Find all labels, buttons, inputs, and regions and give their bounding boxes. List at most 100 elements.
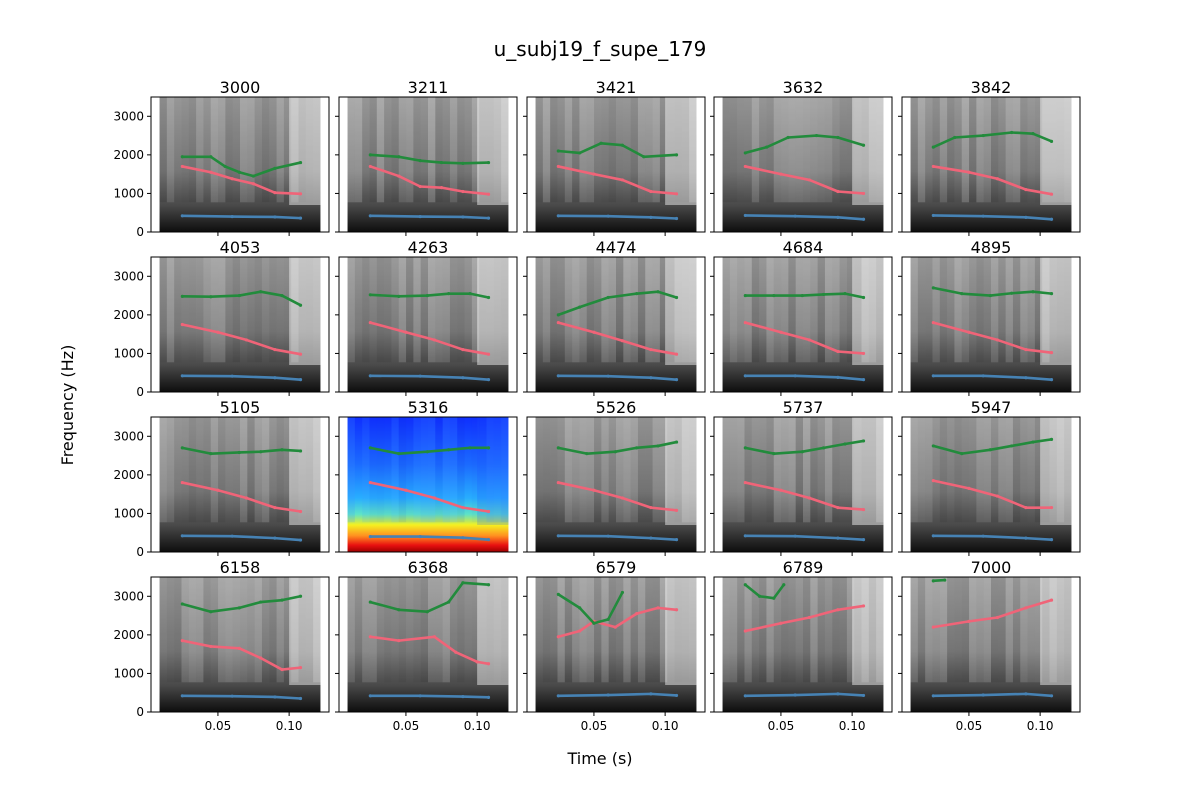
f2-point	[931, 320, 935, 325]
y-tick-label: 0	[136, 545, 144, 559]
f2-point	[635, 612, 639, 616]
f1-point	[180, 534, 184, 538]
f1-point	[981, 534, 985, 538]
f3-track	[932, 131, 1053, 149]
f3-point	[620, 590, 625, 595]
f3-point	[259, 290, 263, 294]
spectrogram-column	[413, 417, 421, 523]
spectrogram-column	[369, 97, 377, 203]
spectrogram-column	[181, 97, 189, 203]
spectrogram-column	[247, 577, 255, 683]
panel-frame	[150, 416, 330, 553]
x-tick-label: 0.05	[393, 719, 420, 733]
spectrogram-column	[932, 577, 940, 683]
spectrogram-column	[1049, 97, 1057, 203]
spectrogram-column	[1034, 417, 1043, 523]
y-tick-label: 3000	[113, 269, 144, 283]
panel-4895: 4895	[898, 238, 1081, 396]
y-tick-label: 1000	[113, 666, 144, 680]
spectrogram-column	[861, 577, 869, 683]
spectrogram-column	[1013, 577, 1020, 682]
f3-point	[237, 450, 241, 455]
f3-point	[280, 293, 284, 298]
spectrogram-column	[586, 97, 595, 203]
f3-point	[772, 452, 776, 456]
spectrogram-column	[398, 257, 407, 363]
spectrogram-column	[737, 577, 744, 682]
f3-point	[635, 446, 639, 450]
f2-point	[931, 164, 935, 169]
f1-point	[861, 538, 866, 542]
f2-point	[967, 619, 971, 623]
spectrogram-column	[652, 257, 660, 363]
f1-point	[674, 693, 679, 698]
panel-5947: 5947	[898, 398, 1081, 556]
spectrogram-column	[1005, 257, 1013, 363]
spectrogram-band	[1040, 257, 1072, 365]
spectrogram-column	[623, 417, 631, 523]
f1-point	[230, 534, 234, 538]
spectrogram-column	[1020, 97, 1028, 203]
spectrogram-column	[188, 417, 197, 523]
spectrogram-column	[398, 417, 407, 523]
spectrogram-column	[868, 257, 877, 363]
spectrogram-column	[232, 97, 240, 203]
spectrogram-column	[868, 577, 877, 683]
f2-point	[556, 320, 560, 325]
x-tick-label: 0.05	[581, 719, 608, 733]
panel-frame	[526, 576, 706, 713]
spectrogram-column	[637, 577, 646, 683]
f1-point	[368, 534, 372, 539]
spectrogram-column	[376, 257, 385, 363]
f2-point	[454, 650, 458, 654]
f1-point	[298, 538, 303, 542]
f3-track	[181, 594, 302, 614]
spectrogram-column	[465, 417, 472, 522]
f1-track	[181, 214, 302, 220]
f3-point	[298, 303, 303, 307]
f3-track	[369, 153, 490, 165]
spectrogram-column	[189, 257, 196, 362]
f1-point	[861, 378, 866, 382]
f3-point	[1010, 291, 1014, 295]
spectrogram-column	[550, 417, 558, 523]
spectrogram-column	[557, 257, 565, 363]
spectrogram-column	[435, 97, 443, 203]
spectrogram-column	[240, 257, 247, 362]
spectrogram-column	[254, 577, 262, 683]
spectrogram-column	[722, 417, 730, 523]
f2-point	[397, 639, 401, 643]
f3-point	[461, 161, 465, 165]
y-tick-label: 2000	[113, 308, 144, 322]
spectrogram-column	[788, 417, 796, 523]
spectrogram-column	[630, 417, 638, 523]
f2-point	[368, 320, 372, 325]
f3-point	[613, 450, 617, 454]
spectrogram-column	[976, 577, 984, 683]
f3-point	[180, 155, 184, 159]
spectrogram-band	[289, 257, 321, 365]
spectrogram-column	[609, 417, 616, 522]
f1-track	[369, 535, 490, 541]
f2-point	[836, 349, 840, 354]
f3-point	[1010, 444, 1014, 448]
f2-point	[418, 184, 422, 189]
spectrogram-column	[759, 417, 766, 522]
spectrogram-column	[854, 257, 862, 363]
f1-point	[273, 695, 277, 699]
spectrogram-column	[486, 417, 494, 523]
spectrogram-column	[232, 257, 240, 363]
spectrogram-column	[722, 577, 730, 683]
spectrogram-column	[218, 577, 226, 683]
panel-frame	[901, 256, 1081, 393]
f1-point	[180, 694, 184, 698]
spectrogram-column	[449, 257, 458, 363]
f2-point	[486, 662, 491, 666]
f2-point	[620, 178, 625, 182]
spectrogram-column	[550, 257, 558, 363]
spectrogram-column	[976, 97, 984, 203]
spectrogram-column	[759, 257, 766, 362]
spectrogram-column	[196, 577, 204, 683]
panel-frame	[338, 576, 518, 713]
f3-point	[674, 440, 679, 444]
